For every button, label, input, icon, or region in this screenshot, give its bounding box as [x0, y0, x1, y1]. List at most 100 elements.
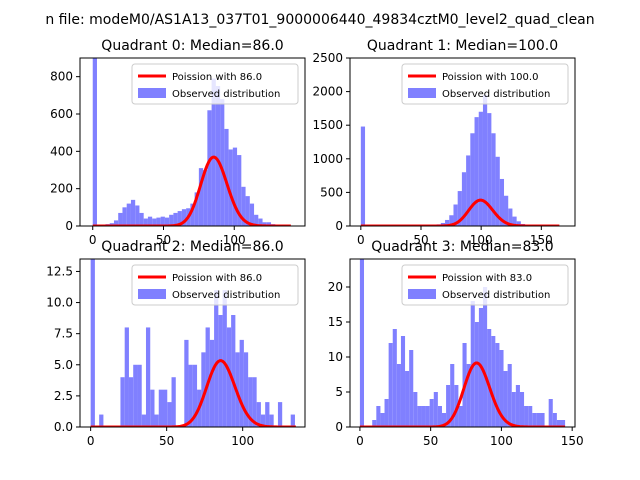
histogram-bar: [524, 406, 529, 427]
histogram-bar: [458, 406, 463, 427]
y-tick-label: 600: [50, 107, 73, 121]
histogram-bar: [392, 329, 397, 427]
histogram-bar: [478, 111, 483, 226]
histogram-bar: [128, 377, 134, 427]
x-tick-label: 150: [530, 233, 553, 247]
histogram-bar: [207, 110, 212, 226]
histogram-bar: [249, 203, 255, 226]
histogram-bar: [167, 402, 172, 427]
histogram-bar: [466, 364, 471, 427]
histogram-bar: [445, 219, 450, 226]
histogram-bar: [141, 414, 146, 427]
histogram-bar: [245, 196, 250, 226]
histogram-bar: [224, 128, 229, 226]
histogram-bar: [266, 222, 272, 226]
histogram-bar: [152, 218, 157, 226]
histogram-bar: [260, 414, 266, 427]
histogram-bar: [457, 191, 462, 226]
histogram-bar: [220, 99, 225, 226]
histogram-bar: [400, 336, 406, 427]
histogram-bar: [372, 420, 377, 427]
histogram-bar: [384, 399, 389, 427]
histogram-bar: [540, 413, 545, 427]
legend-bar-swatch: [408, 289, 436, 299]
histogram-bar: [203, 170, 208, 226]
histogram-bar: [145, 327, 151, 427]
histogram-bar: [516, 221, 521, 226]
legend-bar-swatch: [408, 88, 436, 98]
histogram-bar: [483, 287, 488, 427]
histogram-bar: [441, 413, 447, 427]
subplot-title: Quadrant 0: Median=86.0: [101, 38, 283, 54]
histogram-bar: [99, 414, 104, 427]
histogram-bar: [239, 339, 244, 427]
histogram-bar: [156, 217, 161, 226]
histogram-bars: [360, 94, 542, 226]
histogram-bar: [147, 216, 153, 226]
legend-label: Poission with 86.0: [172, 72, 262, 83]
legend: Poission with 86.0 Observed distribution: [131, 264, 299, 306]
histogram-bar: [449, 215, 454, 226]
histogram-bar: [507, 364, 512, 427]
histogram-bar: [396, 364, 401, 427]
histogram-bar: [482, 94, 488, 226]
legend-label: Poission with 100.0: [442, 72, 538, 83]
histogram-bar: [511, 392, 516, 427]
histogram-bar: [556, 420, 561, 427]
histogram-bar: [205, 327, 210, 427]
x-tick-label: 50: [159, 434, 174, 448]
y-tick-label: 5: [335, 385, 343, 399]
y-tick-label: 7.5: [54, 327, 73, 341]
histogram-bar: [256, 402, 261, 427]
y-tick-label: 0.0: [54, 420, 73, 434]
subplot-quadrant-3: 0 50 100 150 0 5 10 15 20 Poission with 83.0 Obser…: [328, 239, 584, 448]
histogram-bar: [126, 203, 131, 226]
subplot-title: Quadrant 2: Median=86.0: [101, 239, 283, 255]
histogram-bar: [124, 327, 129, 427]
histogram-bar: [209, 339, 215, 427]
histogram-bar: [409, 350, 414, 427]
axes-frame: [79, 258, 306, 428]
histogram-bar: [154, 414, 159, 427]
histogram-bar: [515, 385, 520, 427]
y-tick-label: 0: [335, 420, 343, 434]
histogram-bar: [194, 192, 199, 226]
histogram-bar: [133, 364, 138, 427]
histogram-bar: [499, 350, 504, 427]
histogram-bar: [421, 406, 426, 427]
histogram-bar: [380, 413, 385, 427]
histogram-bar: [262, 222, 267, 226]
histogram-bar: [495, 156, 500, 226]
histogram-bar: [461, 172, 467, 226]
y-tick-label: 20: [328, 280, 343, 294]
histogram-bar: [532, 413, 537, 427]
histogram-bar: [173, 212, 178, 226]
legend-label: Poission with 83.0: [442, 273, 532, 284]
histogram-bar: [265, 402, 270, 427]
histogram-bar: [446, 385, 451, 427]
histogram-bar: [188, 364, 193, 427]
legend-bar-swatch: [138, 88, 166, 98]
y-tick-label: 800: [50, 70, 73, 84]
legend-label: Observed distribution: [172, 89, 280, 100]
y-tick-label: 12.5: [46, 264, 73, 278]
x-tick-label: 50: [423, 434, 438, 448]
y-tick-label: 1500: [312, 118, 343, 132]
y-tick-label: 200: [50, 182, 73, 196]
y-tick-label: 0: [335, 219, 343, 233]
histogram-bar: [231, 315, 236, 427]
subplot-quadrant-2: 0 50 100 0.0 2.5 5.0 7.5 10.0 12.5 Poission with …: [46, 239, 306, 448]
histogram-bar: [232, 147, 238, 226]
histogram-bar: [169, 214, 174, 226]
histogram-bar: [360, 126, 366, 226]
legend-box: [131, 264, 299, 306]
histogram-bar: [528, 406, 533, 427]
histogram-bar: [177, 211, 182, 226]
histogram-bar: [277, 402, 283, 427]
histogram-bar: [429, 399, 434, 427]
histogram-bar: [474, 117, 479, 226]
histogram-bar: [113, 220, 119, 226]
histogram-bar: [192, 364, 198, 427]
histogram-bar: [248, 377, 253, 427]
